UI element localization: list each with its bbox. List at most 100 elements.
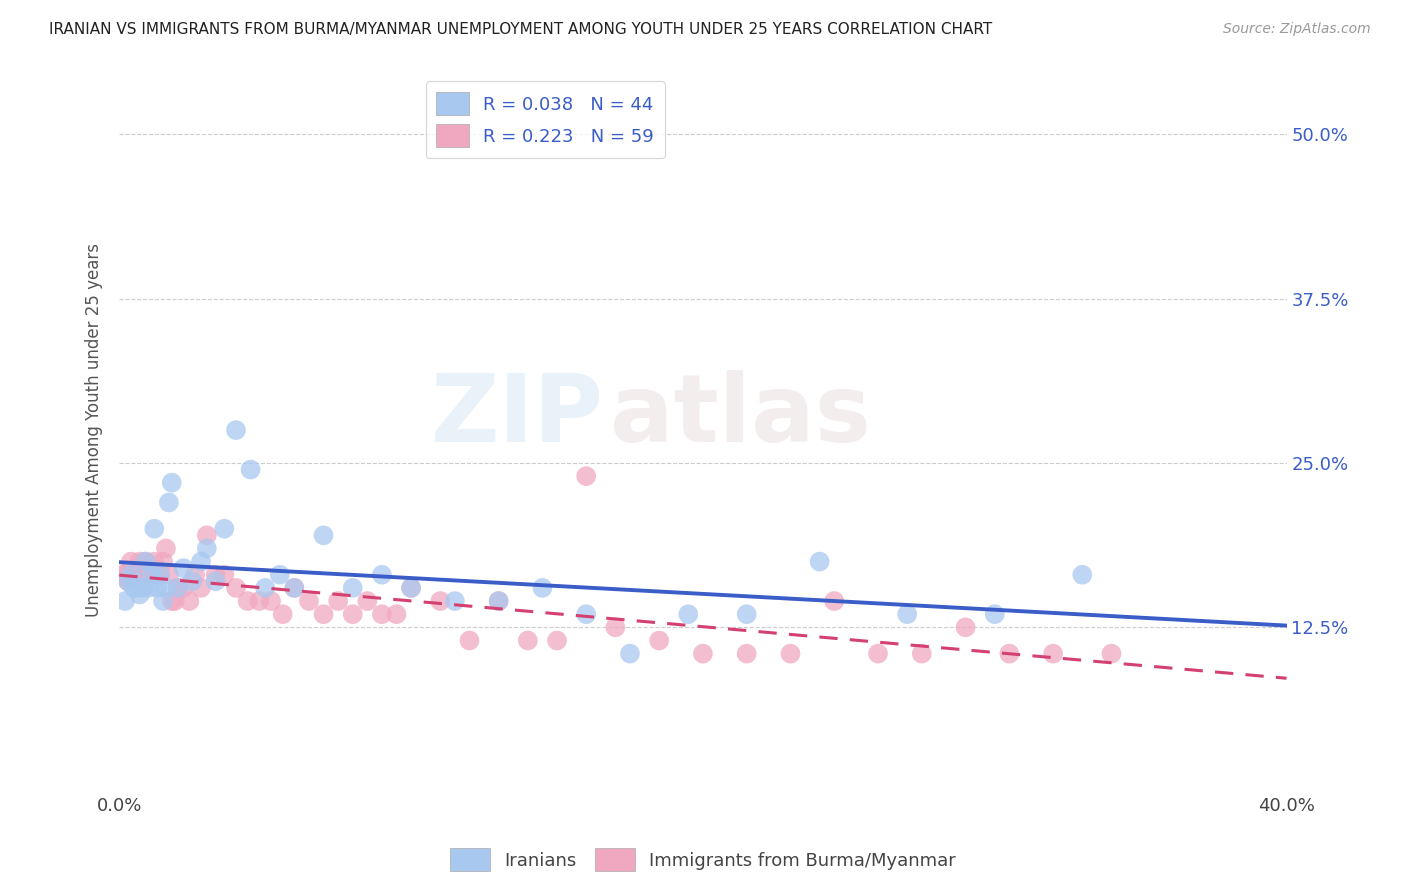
Point bbox=[149, 567, 172, 582]
Point bbox=[114, 567, 136, 582]
Point bbox=[516, 633, 538, 648]
Point bbox=[146, 567, 169, 582]
Point bbox=[143, 522, 166, 536]
Point bbox=[184, 567, 207, 582]
Point bbox=[214, 567, 236, 582]
Point bbox=[575, 607, 598, 622]
Point bbox=[120, 567, 142, 582]
Point bbox=[122, 567, 145, 582]
Point bbox=[896, 607, 918, 622]
Point bbox=[984, 607, 1007, 622]
Point bbox=[152, 555, 174, 569]
Point bbox=[138, 581, 160, 595]
Point bbox=[247, 594, 270, 608]
Point bbox=[195, 528, 218, 542]
Point bbox=[125, 581, 148, 595]
Point bbox=[111, 567, 134, 582]
Point bbox=[342, 607, 364, 622]
Point bbox=[1071, 567, 1094, 582]
Point bbox=[283, 581, 305, 595]
Point bbox=[135, 555, 157, 569]
Point bbox=[117, 574, 139, 589]
Point bbox=[172, 581, 194, 595]
Point bbox=[998, 647, 1021, 661]
Point bbox=[458, 633, 481, 648]
Point bbox=[181, 574, 204, 589]
Point bbox=[692, 647, 714, 661]
Point bbox=[204, 567, 226, 582]
Point bbox=[371, 607, 394, 622]
Point bbox=[399, 581, 422, 595]
Text: atlas: atlas bbox=[610, 369, 870, 462]
Point bbox=[619, 647, 641, 661]
Point bbox=[149, 567, 172, 582]
Point bbox=[312, 607, 335, 622]
Point bbox=[155, 541, 177, 556]
Point bbox=[190, 555, 212, 569]
Point bbox=[488, 594, 510, 608]
Point bbox=[146, 581, 169, 595]
Point bbox=[678, 607, 700, 622]
Point bbox=[204, 574, 226, 589]
Point bbox=[254, 581, 277, 595]
Point bbox=[648, 633, 671, 648]
Point bbox=[131, 567, 153, 582]
Point bbox=[312, 528, 335, 542]
Point bbox=[271, 607, 294, 622]
Point bbox=[429, 594, 451, 608]
Point bbox=[166, 581, 188, 595]
Point bbox=[163, 594, 186, 608]
Point bbox=[260, 594, 283, 608]
Point bbox=[735, 607, 758, 622]
Point bbox=[143, 555, 166, 569]
Legend: R = 0.038   N = 44, R = 0.223   N = 59: R = 0.038 N = 44, R = 0.223 N = 59 bbox=[426, 81, 665, 158]
Point bbox=[1101, 647, 1123, 661]
Point bbox=[488, 594, 510, 608]
Point bbox=[328, 594, 350, 608]
Legend: Iranians, Immigrants from Burma/Myanmar: Iranians, Immigrants from Burma/Myanmar bbox=[443, 841, 963, 879]
Point bbox=[190, 581, 212, 595]
Point bbox=[141, 567, 163, 582]
Point bbox=[157, 567, 180, 582]
Point bbox=[356, 594, 378, 608]
Point bbox=[283, 581, 305, 595]
Point bbox=[1042, 647, 1064, 661]
Point bbox=[131, 581, 153, 595]
Point bbox=[125, 567, 148, 582]
Point bbox=[122, 581, 145, 595]
Point bbox=[236, 594, 259, 608]
Point bbox=[166, 581, 188, 595]
Point bbox=[911, 647, 934, 661]
Point bbox=[138, 567, 160, 582]
Point bbox=[155, 581, 177, 595]
Point bbox=[214, 522, 236, 536]
Point bbox=[269, 567, 291, 582]
Point bbox=[823, 594, 845, 608]
Point bbox=[371, 567, 394, 582]
Point bbox=[160, 594, 183, 608]
Point bbox=[444, 594, 467, 608]
Point bbox=[128, 587, 150, 601]
Point bbox=[385, 607, 408, 622]
Point bbox=[141, 567, 163, 582]
Text: ZIP: ZIP bbox=[430, 369, 603, 462]
Point bbox=[866, 647, 889, 661]
Point bbox=[735, 647, 758, 661]
Point bbox=[114, 594, 136, 608]
Point bbox=[955, 620, 977, 634]
Point bbox=[546, 633, 568, 648]
Point bbox=[225, 423, 247, 437]
Point bbox=[225, 581, 247, 595]
Point bbox=[195, 541, 218, 556]
Y-axis label: Unemployment Among Youth under 25 years: Unemployment Among Youth under 25 years bbox=[86, 244, 103, 617]
Point bbox=[157, 495, 180, 509]
Point bbox=[399, 581, 422, 595]
Point bbox=[117, 574, 139, 589]
Point bbox=[172, 561, 194, 575]
Point bbox=[152, 594, 174, 608]
Text: Source: ZipAtlas.com: Source: ZipAtlas.com bbox=[1223, 22, 1371, 37]
Point bbox=[605, 620, 627, 634]
Point bbox=[179, 594, 201, 608]
Point bbox=[575, 469, 598, 483]
Point bbox=[298, 594, 321, 608]
